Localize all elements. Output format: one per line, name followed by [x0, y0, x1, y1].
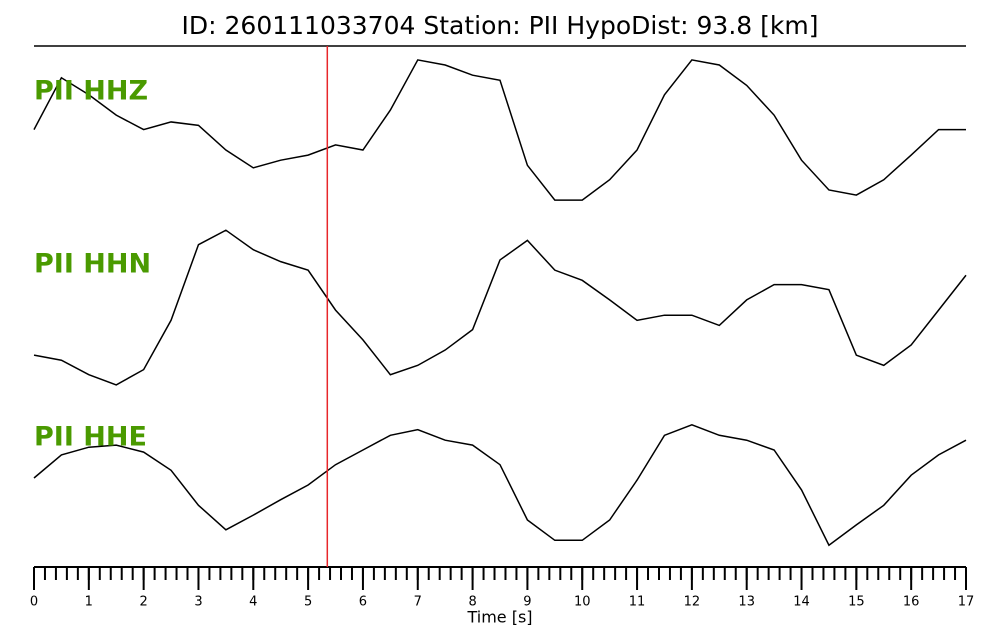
x-tick-label: 16 [903, 595, 920, 610]
trace-label: PII HHN [34, 249, 151, 280]
x-tick-label: 10 [574, 595, 591, 610]
x-tick-label: 8 [468, 595, 476, 610]
x-tick-label: 14 [793, 595, 810, 610]
x-tick-label: 15 [848, 595, 865, 610]
trace [33, 59, 966, 201]
x-tick-label: 1 [85, 595, 93, 610]
x-tick-label: 3 [194, 595, 202, 610]
x-tick-label: 5 [304, 595, 312, 610]
trace [33, 229, 967, 386]
x-tick-label: 7 [414, 595, 422, 610]
x-tick-label: 2 [140, 595, 148, 610]
x-tick-label: 12 [684, 595, 701, 610]
x-tick-label: 17 [958, 595, 975, 610]
x-tick-label: 11 [629, 595, 646, 610]
x-axis-label: Time [s] [466, 608, 532, 627]
x-tick-label: 9 [523, 595, 531, 610]
x-tick-label: 0 [30, 595, 38, 610]
chart-title: ID: 260111033704 Station: PII HypoDist: … [182, 11, 819, 40]
x-tick-label: 6 [359, 595, 367, 610]
x-tick-label: 4 [249, 595, 257, 610]
trace-label: PII HHE [34, 422, 147, 453]
trace-label: PII HHZ [34, 76, 148, 107]
x-tick-label: 13 [738, 595, 755, 610]
trace [33, 423, 967, 547]
